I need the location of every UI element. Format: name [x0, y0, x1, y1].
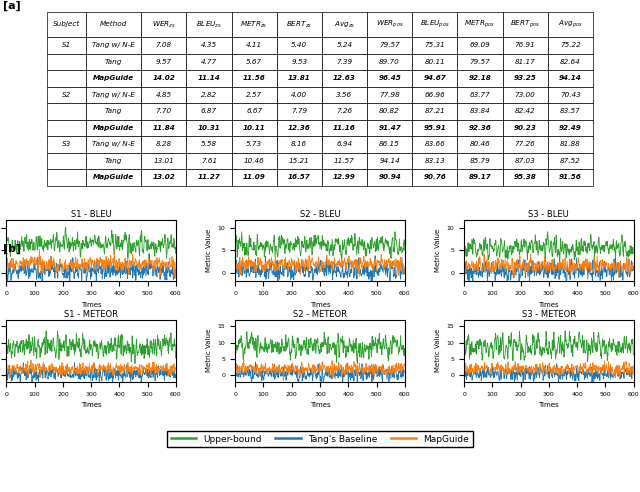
X-axis label: Times: Times	[538, 302, 559, 308]
X-axis label: Times: Times	[310, 402, 330, 408]
Y-axis label: Metric Value: Metric Value	[435, 229, 441, 272]
Y-axis label: Metric Value: Metric Value	[435, 329, 441, 372]
Text: [a]: [a]	[3, 1, 21, 11]
X-axis label: Times: Times	[310, 302, 330, 308]
Text: [b]: [b]	[3, 244, 21, 254]
Title: S2 - METEOR: S2 - METEOR	[293, 310, 347, 319]
Y-axis label: Metric Value: Metric Value	[206, 329, 212, 372]
X-axis label: Times: Times	[81, 302, 102, 308]
Title: S3 - BLEU: S3 - BLEU	[529, 210, 569, 219]
Y-axis label: Metric Value: Metric Value	[206, 229, 212, 272]
X-axis label: Times: Times	[81, 402, 102, 408]
X-axis label: Times: Times	[538, 402, 559, 408]
Title: S1 - BLEU: S1 - BLEU	[71, 210, 111, 219]
Title: S2 - BLEU: S2 - BLEU	[300, 210, 340, 219]
Legend: Upper-bound, Tang's Baseline, MapGuide: Upper-bound, Tang's Baseline, MapGuide	[167, 431, 473, 447]
Title: S3 - METEOR: S3 - METEOR	[522, 310, 576, 319]
Title: S1 - METEOR: S1 - METEOR	[64, 310, 118, 319]
